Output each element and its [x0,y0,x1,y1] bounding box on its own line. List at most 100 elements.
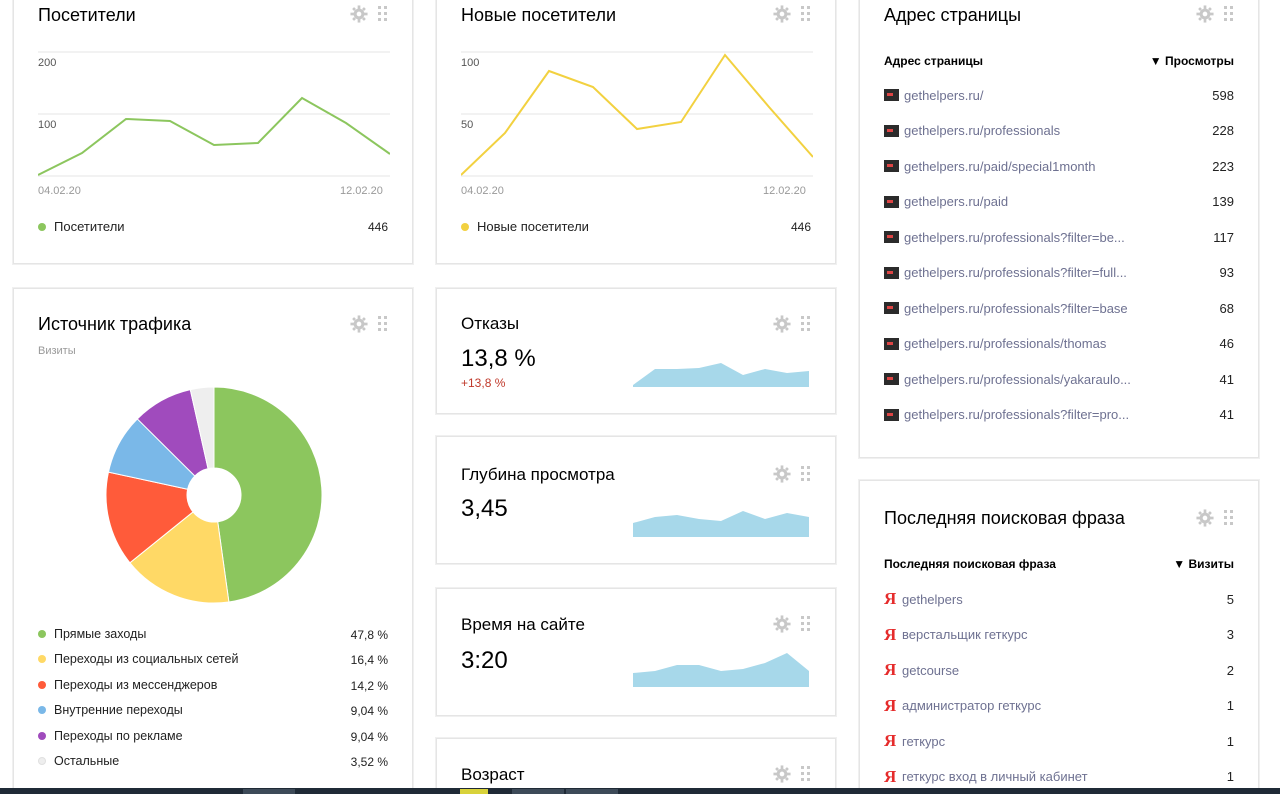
donut-slice[interactable] [189,386,215,470]
x-tick-label: 12.02.20 [340,185,383,197]
legend-value: 9,04 % [350,704,388,719]
drag-handle-icon[interactable] [1224,509,1234,527]
yandex-icon: Я [884,660,897,679]
search-phrase-link[interactable]: администратор геткурс [902,698,1042,713]
metric-value: 13,8 % [461,345,536,372]
legend-item[interactable]: Остальные [38,754,119,768]
table-row[interactable]: gethelpers.ru/professionals?filter=full.… [884,263,1234,283]
views-count: 228 [1212,123,1234,138]
favicon-icon [884,124,899,137]
table-row[interactable]: gethelpers.ru/professionals?filter=pro..… [884,405,1234,425]
legend-item[interactable]: Прямые заходы [38,627,146,641]
favicon-icon [884,89,899,101]
favicon-icon [884,195,899,208]
page-url-link[interactable]: gethelpers.ru/professionals [904,123,1061,138]
taskbar-item[interactable] [460,789,488,794]
gear-icon[interactable] [773,315,791,333]
taskbar-item[interactable] [243,789,295,794]
table-row[interactable]: gethelpers.ru/professionals/yakaraulo...… [884,369,1234,389]
traffic-source-widget: Источник трафика Визиты Прямые заходы 47,… [13,288,413,794]
column-header-visits[interactable]: ▼ Визиты [1173,557,1234,571]
legend-item[interactable]: Внутренние переходы [38,703,183,717]
table-row[interactable]: gethelpers.ru/professionals?filter=be...… [884,227,1234,247]
page-url-link[interactable]: gethelpers.ru/professionals/thomas [904,336,1107,351]
page-url-link[interactable]: gethelpers.ru/professionals/yakaraulo... [904,371,1131,387]
legend-item[interactable]: Посетители [38,219,125,234]
gear-icon[interactable] [773,5,791,23]
donut-slice[interactable] [105,471,194,564]
gear-icon[interactable] [1196,5,1214,23]
page-url-link[interactable]: gethelpers.ru/paid/special1month [904,158,1096,174]
search-phrase-link[interactable]: геткурс [902,733,946,749]
time-sparkline [633,653,809,687]
gear-icon[interactable] [1196,509,1214,527]
page-url-link[interactable]: gethelpers.ru/professionals?filter=pro..… [904,407,1130,422]
new-visitors-widget: Новые посетители 100 50 04.02.20 12.02.2… [436,0,836,264]
y-tick-label: 100 [38,119,57,131]
drag-handle-icon[interactable] [378,315,388,333]
search-phrase-link[interactable]: getcourse [902,662,960,678]
table-row[interactable]: gethelpers.ru/paid/special1month 223 [884,156,1234,176]
widget-title: Посетители [38,5,136,25]
column-header-phrase: Последняя поисковая фраза [884,557,1056,571]
visits-count: 3 [1226,627,1234,642]
table-row[interactable]: gethelpers.ru/paid 139 [884,192,1234,212]
legend-label: Переходы из социальных сетей [54,652,239,667]
visitors-line-chart [38,51,390,177]
legend-item[interactable]: Переходы из мессенджеров [38,678,217,692]
page-url-link[interactable]: gethelpers.ru/professionals?filter=be... [904,229,1125,245]
search-phrase-link[interactable]: верстальщик геткурс [902,627,1028,642]
favicon-icon [884,302,899,314]
legend-item[interactable]: Переходы из социальных сетей [38,652,238,666]
views-count: 223 [1212,158,1234,174]
search-phrase-link[interactable]: gethelpers [902,591,963,607]
drag-handle-icon[interactable] [801,615,811,633]
taskbar-item[interactable] [566,789,618,794]
page-url-link[interactable]: gethelpers.ru/professionals?filter=base [904,300,1128,316]
drag-handle-icon[interactable] [801,465,811,483]
yandex-icon: Я [884,766,897,786]
donut-slice[interactable] [213,386,323,603]
page-url-link[interactable]: gethelpers.ru/paid [904,194,1009,209]
column-header-views[interactable]: ▼ Просмотры [1149,54,1234,68]
gear-icon[interactable] [350,315,368,333]
gear-icon[interactable] [773,465,791,483]
yandex-icon: Я [884,731,897,750]
depth-sparkline [633,511,809,537]
donut-slice[interactable] [129,511,230,604]
metric-value: 3,45 [461,495,508,522]
table-row[interactable]: gethelpers.ru/professionals?filter=base 6… [884,298,1234,318]
drag-handle-icon[interactable] [801,765,811,783]
table-row[interactable]: gethelpers.ru/professionals/thomas 46 [884,334,1234,354]
views-count: 139 [1212,194,1234,209]
legend-item[interactable]: Переходы по рекламе [38,729,183,743]
legend-label: Посетители [54,219,125,234]
gear-icon[interactable] [773,765,791,783]
page-url-link[interactable]: gethelpers.ru/ [904,87,984,103]
legend-item[interactable]: Новые посетители [461,219,589,234]
views-count: 41 [1219,371,1234,387]
table-row[interactable]: gethelpers.ru/598 [884,85,1234,105]
search-phrase-link[interactable]: геткурс вход в личный кабинет [902,769,1088,784]
drag-handle-icon[interactable] [1224,5,1234,23]
drag-handle-icon[interactable] [801,315,811,333]
page-url-link[interactable]: gethelpers.ru/professionals?filter=full.… [904,265,1127,280]
drag-handle-icon[interactable] [378,5,388,23]
widget-title: Последняя поисковая фраза [884,508,1125,528]
x-tick-label: 04.02.20 [461,185,504,197]
table-row[interactable]: gethelpers.ru/professionals 228 [884,121,1234,141]
new-visitors-series-line [461,53,813,176]
gear-icon[interactable] [350,5,368,23]
taskbar-item[interactable] [512,789,564,794]
gear-icon[interactable] [773,615,791,633]
favicon-icon [884,266,899,279]
drag-handle-icon[interactable] [801,5,811,23]
legend-value: 446 [790,220,811,234]
